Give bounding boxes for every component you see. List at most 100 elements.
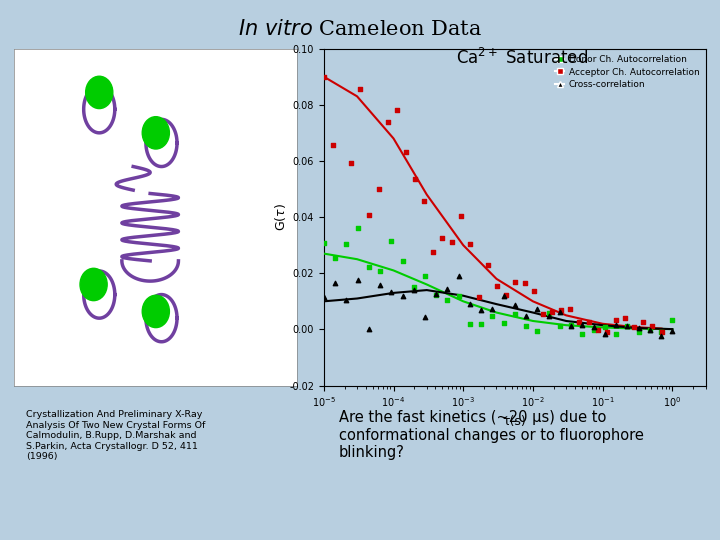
Point [437, 234, 449, 242]
Point [363, 325, 374, 333]
Point [577, 321, 588, 329]
Point [487, 304, 498, 313]
Point [397, 256, 408, 265]
Point [582, 318, 594, 326]
Point [644, 325, 656, 334]
Point [385, 237, 397, 245]
Point [354, 84, 366, 93]
Point [509, 301, 521, 309]
Point [352, 224, 364, 233]
Point [543, 309, 554, 318]
Text: Crystallization And Preliminary X-Ray
Analysis Of Two New Crystal Forms Of
Calmo: Crystallization And Preliminary X-Ray An… [26, 410, 205, 461]
Point [588, 326, 599, 334]
X-axis label: τ(s): τ(s) [503, 415, 526, 428]
Point [565, 321, 577, 329]
Circle shape [143, 295, 169, 328]
Point [531, 305, 543, 314]
Point [637, 318, 649, 326]
Point [475, 320, 487, 329]
Point [537, 310, 549, 319]
Point [382, 118, 393, 126]
Point [492, 281, 503, 290]
Point [475, 305, 487, 314]
Point [588, 322, 599, 331]
Point [601, 327, 613, 336]
Point [431, 290, 442, 299]
Point [341, 240, 352, 248]
Point [521, 312, 532, 320]
Point [419, 313, 431, 322]
Point [373, 185, 384, 193]
Point [610, 316, 621, 325]
Point [510, 278, 521, 287]
Point [611, 330, 622, 339]
Point [397, 292, 408, 300]
Point [633, 327, 644, 336]
Point [473, 292, 485, 301]
Point [574, 318, 585, 326]
Point [543, 312, 554, 320]
Point [619, 314, 631, 322]
Point [611, 320, 622, 329]
Point [599, 330, 611, 339]
Point [391, 106, 402, 114]
Point [346, 158, 357, 167]
Point [374, 266, 386, 275]
Text: Ca$^{2+}$ Saturated: Ca$^{2+}$ Saturated [456, 48, 588, 68]
Point [656, 328, 667, 336]
Point [521, 322, 532, 330]
Point [455, 212, 467, 220]
Point [446, 237, 457, 246]
Point [318, 73, 330, 82]
Circle shape [143, 117, 169, 149]
Point [318, 239, 330, 247]
Point [431, 291, 442, 300]
Point [667, 327, 678, 335]
Point [621, 322, 633, 330]
Point [341, 295, 352, 304]
Point [318, 293, 330, 301]
Point [599, 322, 611, 331]
Point [554, 321, 566, 330]
Point [644, 326, 656, 335]
Point [647, 322, 658, 330]
Point [441, 296, 453, 305]
Point [453, 272, 464, 281]
Point [629, 323, 640, 332]
Point [374, 280, 386, 289]
Point [408, 282, 420, 291]
Point [546, 308, 558, 316]
Point [363, 263, 374, 272]
Point [555, 306, 567, 315]
Point [364, 211, 375, 219]
Point [441, 285, 453, 293]
Point [428, 248, 439, 256]
Point [453, 292, 464, 301]
Point [621, 321, 633, 330]
Text: $\it{In\ vitro}$ Cameleon Data: $\it{In\ vitro}$ Cameleon Data [238, 19, 482, 39]
Point [464, 299, 476, 308]
Point [482, 260, 494, 269]
Point [633, 324, 644, 333]
Point [336, 35, 348, 44]
Point [592, 326, 603, 334]
Point [464, 240, 476, 248]
Point [464, 320, 476, 328]
Point [509, 310, 521, 319]
Point [329, 254, 341, 263]
Point [565, 322, 577, 330]
Point [667, 315, 678, 324]
Point [418, 197, 430, 205]
Point [327, 140, 338, 149]
Point [400, 148, 412, 157]
Point [564, 304, 576, 313]
Point [519, 279, 531, 288]
Circle shape [86, 76, 113, 109]
Point [655, 332, 667, 340]
Point [500, 291, 512, 299]
Legend: Donor Ch. Autocorrelation, Acceptor Ch. Autocorrelation, Cross-correlation: Donor Ch. Autocorrelation, Acceptor Ch. … [553, 53, 701, 91]
Point [577, 330, 588, 339]
Circle shape [80, 268, 107, 301]
Point [329, 279, 341, 287]
Point [408, 286, 420, 294]
